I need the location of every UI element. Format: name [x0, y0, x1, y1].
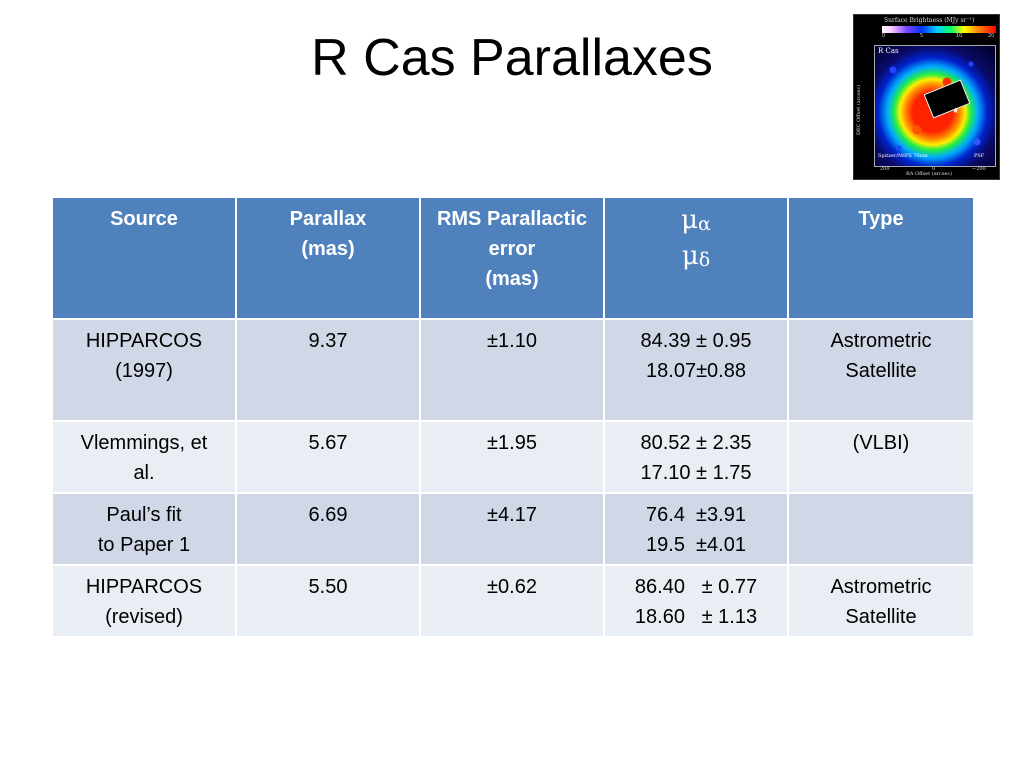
x-tick: 0: [932, 166, 936, 172]
mu-alpha-value: 86.40 ± 0.77: [634, 576, 758, 598]
delta-subscript: δ: [698, 249, 711, 271]
star-marker-icon: ★: [952, 106, 960, 115]
header-source: Source: [51, 196, 237, 320]
colorbar-tick: 0: [882, 33, 886, 39]
cell-parallax: 6.69: [235, 492, 421, 566]
alpha-subscript: α: [698, 213, 711, 235]
cell-type: Astrometric Satellite: [787, 564, 975, 638]
type-line: Astrometric: [830, 330, 932, 352]
source-line: (1997): [115, 360, 173, 382]
header-parallax-unit: (mas): [301, 238, 355, 260]
header-rms-label-2: error: [488, 238, 536, 260]
cell-source: Paul’s fit to Paper 1: [51, 492, 237, 566]
source-line: (revised): [105, 606, 183, 628]
source-line: to Paper 1: [97, 534, 191, 556]
spitzer-image-thumbnail: Surface Brightness (MJy sr⁻¹) 0 5 10 20 …: [853, 14, 1000, 180]
colorbar-tick: 20: [988, 33, 995, 39]
instrument-label: Spitzer/MIPS 70um: [878, 153, 928, 159]
header-rms-unit: (mas): [485, 268, 539, 290]
source-line: Vlemmings, et: [80, 432, 208, 454]
mu-alpha-value: 76.4 ±3.91: [646, 504, 746, 526]
psf-label: PSF: [974, 153, 985, 159]
header-mu-alpha: μα: [609, 204, 783, 240]
type-line: Satellite: [845, 360, 917, 382]
mu-symbol: μ: [681, 205, 699, 235]
source-line: HIPPARCOS: [85, 576, 203, 598]
cell-source: HIPPARCOS (1997): [51, 318, 237, 422]
object-label: R Cas: [878, 47, 899, 55]
table-row: HIPPARCOS (revised) 5.50 ±0.62 86.40 ± 0.…: [51, 564, 975, 638]
colorbar-ticks: 0 5 10 20: [882, 33, 996, 41]
source-line: HIPPARCOS: [85, 330, 203, 352]
parallax-table: Source Parallax (mas) RMS Parallactic er…: [51, 196, 975, 638]
header-source-label: Source: [110, 208, 178, 230]
cell-rms-error: ±0.62: [419, 564, 605, 638]
source-line: al.: [133, 462, 155, 484]
x-tick: −200: [972, 166, 986, 172]
cell-rms-error: ±1.10: [419, 318, 605, 422]
cell-source: Vlemmings, et al.: [51, 420, 237, 494]
cell-rms-error: ±4.17: [419, 492, 605, 566]
colorbar-tick: 10: [956, 33, 963, 39]
type-line: (VLBI): [852, 432, 910, 454]
table-row: Vlemmings, et al. 5.67 ±1.95 80.52 ± 2.35…: [51, 420, 975, 494]
mu-delta-value: 18.07±0.88: [646, 360, 746, 382]
header-rms-label: RMS Parallactic: [436, 208, 588, 230]
thumbnail-caption: Surface Brightness (MJy sr⁻¹): [884, 17, 975, 24]
mu-alpha-value: 80.52 ± 2.35: [640, 432, 752, 454]
colorbar: [882, 26, 996, 33]
header-type: Type: [787, 196, 975, 320]
header-rms-error: RMS Parallactic error (mas): [419, 196, 605, 320]
cell-rms-error: ±1.95: [419, 420, 605, 494]
cell-source: HIPPARCOS (revised): [51, 564, 237, 638]
mu-alpha-value: 84.39 ± 0.95: [640, 330, 752, 352]
type-line: Astrometric: [830, 576, 932, 598]
cell-parallax: 9.37: [235, 318, 421, 422]
table-header-row: Source Parallax (mas) RMS Parallactic er…: [51, 196, 975, 320]
cell-proper-motion: 84.39 ± 0.95 18.07±0.88: [603, 318, 789, 422]
mu-delta-value: 19.5 ±4.01: [646, 534, 746, 556]
mu-delta-value: 18.60 ± 1.13: [634, 606, 758, 628]
surface-brightness-map: ★: [874, 45, 996, 167]
source-line: Paul’s fit: [106, 504, 182, 526]
header-proper-motion: μα μδ: [603, 196, 789, 320]
table-row: HIPPARCOS (1997) 9.37 ±1.10 84.39 ± 0.95 1…: [51, 318, 975, 422]
header-parallax: Parallax (mas): [235, 196, 421, 320]
mu-symbol: μ: [681, 241, 699, 271]
colorbar-tick: 5: [920, 33, 924, 39]
cell-parallax: 5.50: [235, 564, 421, 638]
type-line: Satellite: [845, 606, 917, 628]
header-mu-delta: μδ: [609, 240, 783, 276]
slide-title: R Cas Parallaxes: [311, 29, 713, 87]
y-axis-label: DEC Offset (arcsec): [856, 84, 862, 135]
x-tick: 200: [880, 166, 890, 172]
cell-parallax: 5.67: [235, 420, 421, 494]
cell-proper-motion: 86.40 ± 0.77 18.60 ± 1.13: [603, 564, 789, 638]
x-axis-label: RA Offset (arcsec): [906, 171, 953, 177]
cell-type: [787, 492, 975, 566]
cell-proper-motion: 76.4 ±3.91 19.5 ±4.01: [603, 492, 789, 566]
cell-proper-motion: 80.52 ± 2.35 17.10 ± 1.75: [603, 420, 789, 494]
cell-type: (VLBI): [787, 420, 975, 494]
table-row: Paul’s fit to Paper 1 6.69 ±4.17 76.4 ±3.…: [51, 492, 975, 566]
header-parallax-label: Parallax: [289, 208, 367, 230]
header-type-label: Type: [858, 208, 904, 230]
mu-delta-value: 17.10 ± 1.75: [640, 462, 752, 484]
cell-type: Astrometric Satellite: [787, 318, 975, 422]
